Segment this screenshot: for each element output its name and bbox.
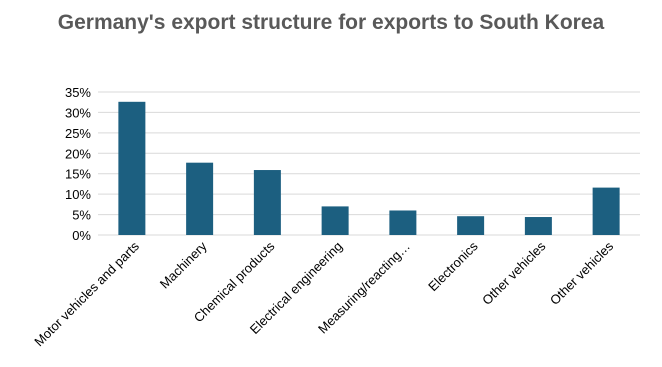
x-tick-label: Machinery [157, 238, 210, 291]
bar [186, 162, 214, 235]
bars [118, 101, 620, 235]
y-tick-label: 20% [65, 146, 91, 161]
x-tick-label: Motor vehicles and parts [31, 238, 142, 349]
bar [524, 217, 552, 235]
bar [389, 210, 417, 235]
y-tick-label: 0% [72, 228, 91, 243]
y-axis-tick-labels: 0% 5% 10% 15% 20% 25% 30% 35% [65, 85, 91, 243]
y-tick-label: 30% [65, 105, 91, 120]
x-tick-label: Electronics [425, 238, 481, 294]
x-axis-tick-labels: Motor vehicles and parts MachineryChemica… [31, 238, 616, 349]
bar [118, 101, 146, 235]
bar [321, 206, 349, 235]
gridlines [98, 91, 640, 236]
bar [592, 187, 620, 235]
y-tick-label: 10% [65, 187, 91, 202]
x-tick-label: Other vehicles [479, 238, 549, 308]
y-tick-label: 25% [65, 126, 91, 141]
y-tick-label: 5% [72, 208, 91, 223]
x-tick-label: Other vehicles [547, 238, 617, 308]
bar [253, 170, 281, 235]
bar [457, 216, 485, 235]
y-tick-label: 15% [65, 167, 91, 182]
y-tick-label: 35% [65, 85, 91, 100]
chart-title: Germany's export structure for exports t… [57, 11, 605, 34]
